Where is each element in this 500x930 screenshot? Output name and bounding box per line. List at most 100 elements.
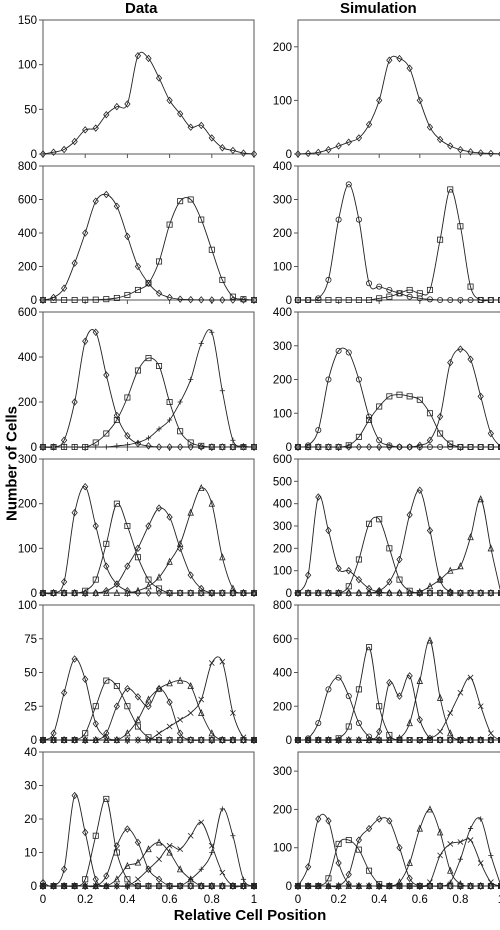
panel-data-4-series-2-point (187, 590, 194, 597)
panel-simulation-4-series-2-point (426, 590, 433, 597)
panel-data-5-series-1-point (177, 736, 184, 744)
panel-simulation-6-series-4-point (406, 858, 413, 867)
panel-simulation-3-series-1-point (325, 376, 332, 383)
panel-simulation-5-series-5-point (416, 737, 423, 743)
panel-data-3-series-3-point (230, 437, 236, 443)
panel-simulation-2-series-1-point (345, 181, 352, 188)
panel-data-6-series-3-point (50, 882, 57, 890)
panel-data-4-series-4-point (166, 557, 173, 565)
panel-simulation-1-series-1-point (294, 150, 302, 158)
panel-simulation-4-series-3-point (294, 589, 302, 597)
panel-simulation-4-series-1-point (315, 493, 322, 501)
panel-simulation-2-ytick-label: 300 (273, 195, 292, 207)
panel-simulation-2-series-2-point (416, 290, 423, 297)
panel-data-3-series-2-point (124, 394, 131, 401)
panel-simulation-3-series-2-point (406, 393, 413, 400)
panel-data-6-series-3-point (113, 842, 120, 850)
panel-data-5-series-3-point (82, 736, 89, 744)
panel-simulation-5-series-4-point (436, 693, 444, 701)
panel-data-4-series-3-point (250, 589, 258, 597)
panel-simulation-4-series-4-point (365, 588, 373, 596)
panel-data-6-series-6-point (103, 883, 109, 889)
panel-simulation-6-ytick-label: 200 (273, 804, 292, 816)
panel-data-5-series-3-point (124, 684, 131, 693)
panel-simulation-3-series-3-point (315, 443, 322, 451)
panel-simulation-2-ytick-label: 0 (286, 295, 292, 307)
x-tick-label: 0.6 (412, 894, 428, 906)
panel-simulation-3-series-1-point (426, 443, 433, 450)
panel-data-5-series-5-point (61, 737, 67, 743)
panel-simulation-5-series-3-point (447, 736, 454, 744)
panel-simulation-5-series-5-point (457, 689, 464, 696)
panel-simulation-3-series-2-point (437, 430, 444, 437)
panel-data-6-series-4-point (134, 858, 142, 866)
panel-simulation-5-series-5-point (295, 737, 301, 743)
panel-simulation-4-series-4-point (447, 566, 454, 574)
x-tick-label: 0.8 (452, 894, 468, 906)
panel-simulation-2-series-2-point (386, 293, 393, 300)
panel-simulation-5-series-4-point (406, 719, 413, 727)
panel-simulation-6-series-6-point (376, 883, 382, 889)
panel-simulation-6-series-6-point (386, 883, 392, 889)
panel-data-5-series-5-point (82, 737, 89, 743)
panel-simulation-6-series-2-point (355, 846, 362, 853)
panel-simulation-6-ytick-label: 0 (286, 881, 292, 893)
panel-simulation-3-series-2-point (345, 442, 352, 449)
panel-simulation-6-series-6-point (315, 883, 321, 889)
panel-data-4-series-3-point (82, 589, 89, 597)
panel-data-2-series-2-point (229, 293, 236, 300)
panel-data-2-series-1-point (198, 296, 205, 304)
panel-simulation-5-series-4-point (416, 676, 424, 684)
panel-data-2-series-2-point (71, 296, 78, 303)
panel-data-5-frame (42, 604, 255, 741)
panel-data-6-series-6-point (61, 883, 67, 889)
panel-data-4-series-1-point (71, 508, 78, 517)
panel-data-4-series-4-point (240, 588, 247, 596)
panel-data-6-series-3-point (219, 882, 226, 890)
panel-simulation-6-series-5-point (427, 879, 433, 886)
x-tick-label: 0.6 (162, 894, 178, 906)
panel-data-5-series-5-point (230, 710, 236, 716)
panel-data-4-series-4-point (176, 539, 184, 547)
panel-data-2-series-2-point (103, 296, 110, 303)
panel-simulation-2-frame (297, 165, 500, 301)
panel-simulation-3-series-2-point (467, 443, 474, 450)
panel-data-3-ytick-label: 200 (18, 397, 37, 409)
panel-data-2-series-2-point (61, 296, 68, 303)
panel-simulation-2-ytick-label: 200 (273, 228, 292, 240)
panel-simulation-1-series-1-point (487, 149, 494, 158)
panel-data-5-series-5-point (251, 737, 257, 743)
panel-simulation-4-series-4-point (396, 588, 403, 596)
panel-simulation-6-series-3-point (335, 882, 342, 890)
panel-data-5-series-3-point (50, 736, 57, 744)
panel-data-6-series-4-point (145, 845, 152, 853)
panel-simulation-3-series-3-point (426, 436, 434, 444)
panel-simulation-5-series-5-point (315, 737, 322, 743)
panel-simulation-5-series-5-point (467, 674, 474, 681)
x-tick-label: 1 (498, 894, 500, 906)
panel-data-3-series-3-point (240, 443, 247, 449)
panel-simulation-5-series-3-point (315, 736, 322, 744)
panel-data-4-series-4-point (229, 584, 237, 592)
panel-simulation-5-series-3-point (457, 736, 464, 744)
panel-data-5-series-5-point (156, 730, 162, 737)
panel-simulation-6-series-1-point (386, 882, 393, 890)
panel-simulation-5-series-2-point (335, 735, 342, 742)
panel-simulation-5-ytick-label: 400 (273, 668, 292, 680)
panel-simulation-1-ytick-label: 100 (273, 95, 292, 107)
panel-data-2-frame (42, 165, 255, 301)
panel-simulation-3-series-1-point (345, 349, 352, 356)
panel-data-6-ytick-label: 0 (31, 881, 37, 893)
panel-simulation-4-ytick-label: 500 (273, 476, 292, 488)
panel-simulation-5-series-3-point (477, 736, 484, 744)
panel-simulation-4-series-3-point (426, 526, 434, 535)
panel-simulation-3-series-3-point (294, 443, 302, 451)
panel-simulation-4-series-1-point (426, 589, 434, 597)
panel-data-5-series-1-point (155, 736, 163, 744)
panel-data-3-ytick-label: 600 (18, 307, 37, 319)
panel-data-4-series-2-point (198, 590, 205, 597)
panel-simulation-1-series-1-point (305, 149, 312, 158)
panel-simulation-5-series-3-point (386, 678, 393, 687)
panel-simulation-4-ytick-label: 0 (286, 588, 292, 600)
panel-simulation-6-series-3-point (406, 874, 413, 883)
